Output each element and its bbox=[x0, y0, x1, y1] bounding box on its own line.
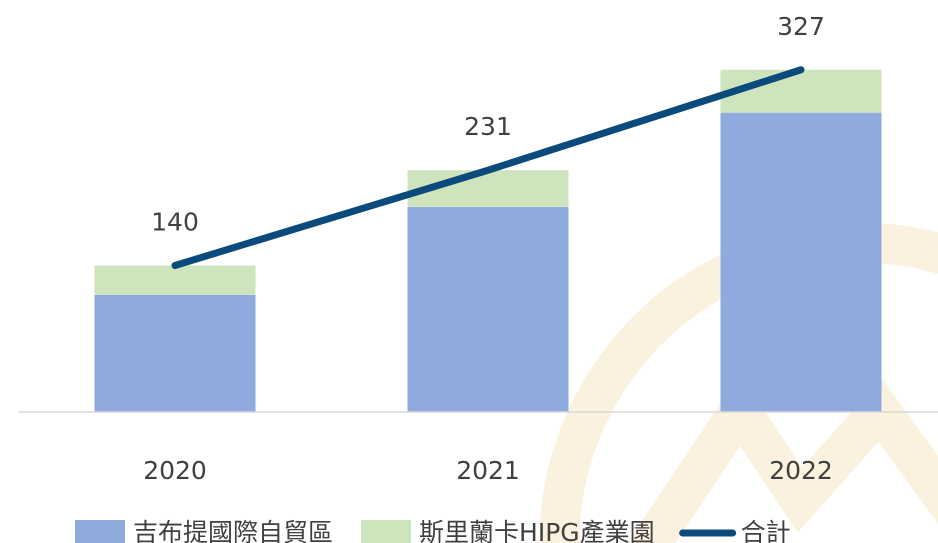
legend-swatch bbox=[361, 520, 412, 543]
bar-segment bbox=[94, 265, 256, 295]
x-tick-label: 2022 bbox=[769, 456, 833, 485]
bar-segment bbox=[407, 206, 569, 412]
legend-label: 斯里蘭卡HIPG產業園 bbox=[419, 518, 655, 543]
x-tick-label: 2020 bbox=[143, 456, 207, 485]
total-line bbox=[171, 66, 805, 269]
x-tick-label: 2021 bbox=[456, 456, 520, 485]
legend-swatch bbox=[75, 520, 125, 543]
bar-segment bbox=[94, 294, 256, 412]
data-label: 231 bbox=[464, 112, 512, 141]
legend-label: 合計 bbox=[741, 518, 791, 543]
watermark-shape bbox=[627, 373, 938, 543]
legend-label: 吉布提國際自貿區 bbox=[133, 518, 333, 543]
data-label: 327 bbox=[777, 12, 825, 41]
bar-segment bbox=[720, 112, 882, 413]
data-label: 140 bbox=[151, 207, 199, 236]
bar-segment bbox=[720, 69, 882, 113]
